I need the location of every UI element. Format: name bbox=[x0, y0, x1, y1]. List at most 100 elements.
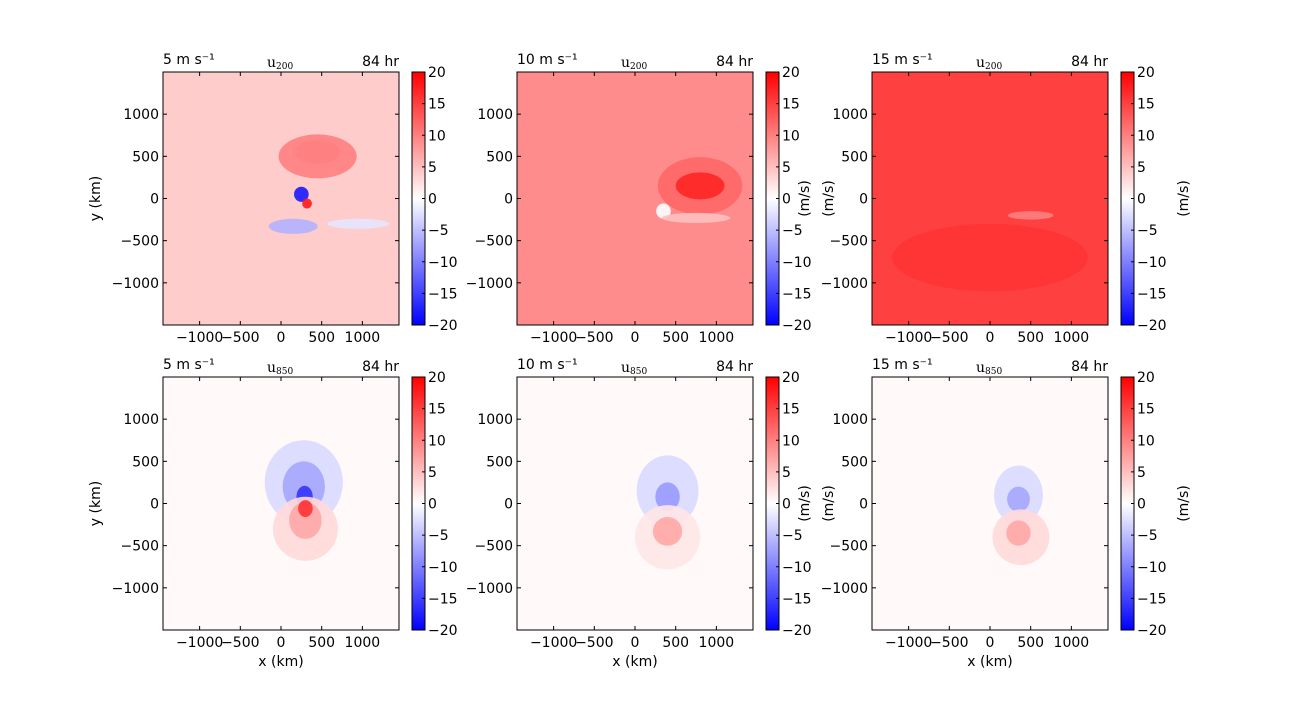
y-tick-label: −1000 bbox=[466, 276, 513, 292]
colorbar-tick-label: −5 bbox=[782, 223, 803, 239]
x-tick-label: 0 bbox=[631, 330, 640, 346]
field-feature-6 bbox=[298, 500, 313, 517]
panel-right-title: 84 hr bbox=[716, 359, 753, 375]
x-tick-label: −1000 bbox=[176, 635, 223, 651]
colorbar-tick-label: 15 bbox=[1137, 402, 1155, 418]
colorbar-tick-label: −5 bbox=[782, 528, 803, 544]
x-tick-label: 0 bbox=[631, 635, 640, 651]
y-axis-label: (m/s) bbox=[797, 485, 813, 522]
y-tick-label: −500 bbox=[830, 539, 868, 555]
colorbar-tick-label: 20 bbox=[428, 65, 446, 81]
field-feature-2 bbox=[675, 172, 725, 200]
panel-right-title: 84 hr bbox=[1071, 54, 1108, 70]
field-feature-2 bbox=[1007, 211, 1054, 220]
colorbar-tick-label: −10 bbox=[782, 560, 812, 576]
y-tick-label: −1000 bbox=[112, 581, 159, 597]
field-feature-2 bbox=[1007, 486, 1030, 512]
colorbar-label: (m/s) bbox=[1176, 180, 1192, 217]
panel-center-subscript: 200 bbox=[985, 62, 1002, 72]
colorbar-label: (m/s) bbox=[1176, 485, 1192, 522]
colorbar-tick-label: −20 bbox=[1137, 623, 1167, 639]
field-features bbox=[268, 134, 390, 234]
colorbar-tick-label: 10 bbox=[782, 128, 800, 144]
colorbar-tick-label: 20 bbox=[428, 370, 446, 386]
colorbar-tick-label: 10 bbox=[428, 128, 446, 144]
panel-center-title: u bbox=[621, 360, 630, 376]
y-tick-label: −500 bbox=[830, 234, 868, 250]
y-tick-label: −1000 bbox=[821, 581, 868, 597]
field-features bbox=[892, 211, 1088, 292]
colorbar-tick-label: 0 bbox=[1137, 497, 1146, 513]
colorbar-tick-label: −10 bbox=[1137, 255, 1167, 271]
colorbar-tick-label: −20 bbox=[428, 318, 458, 334]
field-feature-3 bbox=[656, 203, 671, 219]
panel-center-subscript: 200 bbox=[630, 62, 647, 72]
y-tick-label: −1000 bbox=[112, 276, 159, 292]
x-tick-label: 1000 bbox=[345, 635, 381, 651]
field-feature-4 bbox=[661, 212, 731, 223]
x-tick-label: −500 bbox=[575, 635, 613, 651]
y-tick-label: 500 bbox=[486, 454, 513, 470]
x-tick-label: 500 bbox=[308, 635, 335, 651]
x-tick-label: 0 bbox=[986, 330, 995, 346]
field-feature-2 bbox=[655, 482, 680, 512]
y-tick-label: 1000 bbox=[832, 107, 868, 123]
y-tick-label: 0 bbox=[859, 192, 868, 208]
x-tick-label: −1000 bbox=[176, 330, 223, 346]
panel-center-subscript: 200 bbox=[276, 62, 293, 72]
x-tick-label: 1000 bbox=[1054, 330, 1090, 346]
y-tick-label: −500 bbox=[121, 539, 159, 555]
x-axis-label: x (km) bbox=[612, 654, 657, 670]
colorbar-tick-label: 20 bbox=[1137, 65, 1155, 81]
panel-center-title: u bbox=[621, 55, 630, 71]
colorbar-tick-label: −10 bbox=[782, 255, 812, 271]
y-tick-label: −500 bbox=[475, 234, 513, 250]
panel-center-title: u bbox=[976, 360, 985, 376]
colorbar-tick-label: −20 bbox=[782, 318, 812, 334]
x-tick-label: −1000 bbox=[885, 635, 932, 651]
panel-left-title: 15 m s⁻¹ bbox=[872, 357, 933, 373]
colorbar-tick-label: 20 bbox=[1137, 370, 1155, 386]
field-features bbox=[992, 465, 1050, 566]
colorbar-tick-label: −15 bbox=[782, 591, 812, 607]
y-tick-label: 1000 bbox=[123, 412, 159, 428]
y-tick-label: 500 bbox=[132, 454, 159, 470]
x-tick-label: −500 bbox=[930, 330, 968, 346]
colorbar-tick-label: −5 bbox=[428, 223, 449, 239]
y-tick-label: −1000 bbox=[466, 581, 513, 597]
y-tick-label: −500 bbox=[475, 539, 513, 555]
colorbar-label: (m/s) bbox=[821, 180, 837, 217]
x-tick-label: 500 bbox=[1017, 330, 1044, 346]
y-axis-label: (m/s) bbox=[797, 180, 813, 217]
x-tick-label: −1000 bbox=[885, 330, 932, 346]
colorbar-tick-label: 20 bbox=[782, 370, 800, 386]
y-tick-label: 1000 bbox=[123, 107, 159, 123]
field-feature-5 bbox=[268, 218, 318, 234]
field-background bbox=[872, 377, 1108, 630]
panel-right-title: 84 hr bbox=[1071, 359, 1108, 375]
y-tick-label: 0 bbox=[859, 497, 868, 513]
colorbar-tick-label: 15 bbox=[428, 97, 446, 113]
x-axis-label: x (km) bbox=[967, 654, 1012, 670]
panel-center-title: u bbox=[976, 55, 985, 71]
y-tick-label: 500 bbox=[841, 454, 868, 470]
x-tick-label: −500 bbox=[221, 330, 259, 346]
colorbar-tick-label: 0 bbox=[428, 497, 437, 513]
panel-center-subscript: 850 bbox=[985, 367, 1002, 377]
colorbar-tick-label: −15 bbox=[428, 286, 458, 302]
colorbar-tick-label: 5 bbox=[1137, 465, 1146, 481]
colorbar-tick-label: 10 bbox=[782, 433, 800, 449]
colorbar-tick-label: 15 bbox=[1137, 97, 1155, 113]
x-tick-label: −1000 bbox=[530, 635, 577, 651]
x-axis-label: x (km) bbox=[258, 654, 303, 670]
x-tick-label: −500 bbox=[221, 635, 259, 651]
y-tick-label: 1000 bbox=[477, 412, 513, 428]
panel-center-subscript: 850 bbox=[276, 367, 293, 377]
colorbar-tick-label: 0 bbox=[1137, 192, 1146, 208]
colorbar-tick-label: 10 bbox=[428, 433, 446, 449]
